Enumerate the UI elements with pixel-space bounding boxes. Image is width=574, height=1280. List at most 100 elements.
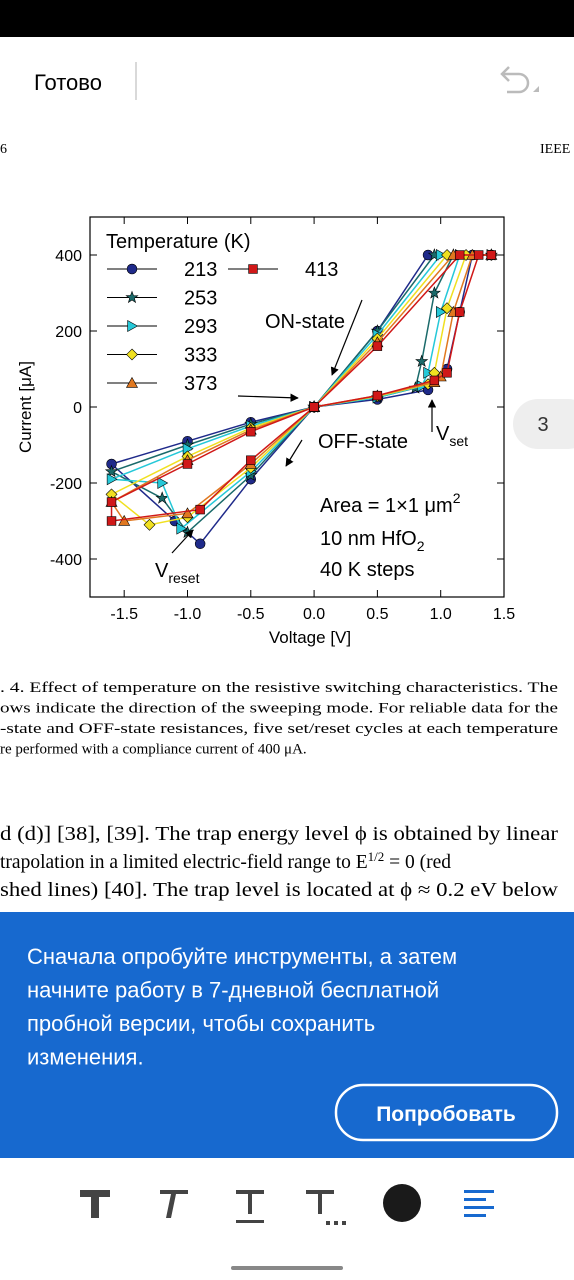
- text-underline-icon[interactable]: [236, 1190, 264, 1223]
- marker: [441, 302, 453, 315]
- done-button[interactable]: Готово: [34, 70, 102, 95]
- page-indicator[interactable]: [513, 399, 574, 449]
- body-line: shed lines) [40]. The trap level is loca…: [0, 880, 558, 901]
- banner-line: пробной версии, чтобы сохранить: [27, 1011, 375, 1036]
- marker: [486, 250, 497, 260]
- y-tick-label: 0: [73, 400, 82, 417]
- banner: [0, 912, 574, 1158]
- marker: [157, 476, 169, 490]
- annotation: ON-state: [265, 311, 345, 333]
- marker: [473, 250, 484, 260]
- marker: [194, 538, 206, 550]
- banner-text: Сначала опробуйте инструменты, а затем на…: [27, 944, 457, 1070]
- y-tick-label: 200: [55, 324, 82, 341]
- legend-label: 253: [184, 288, 217, 310]
- annotation: Vreset: [155, 560, 200, 586]
- legend-label: 213: [184, 259, 217, 281]
- try-button-text: Попробовать: [376, 1103, 516, 1126]
- x-tick-label: 1.0: [430, 606, 452, 623]
- marker: [126, 348, 138, 361]
- marker: [309, 402, 319, 412]
- x-tick-label: 0.0: [303, 606, 325, 623]
- annotation: Area = 1×1 μm2: [320, 490, 461, 517]
- marker: [246, 426, 256, 437]
- y-tick-label: 400: [55, 248, 82, 265]
- x-tick-label: 1.5: [493, 606, 515, 623]
- marker: [106, 473, 118, 486]
- caption-line: . 4. Effect of temperature on the resist…: [0, 680, 558, 696]
- page-indicator-text: 3: [537, 414, 548, 436]
- marker: [104, 464, 119, 478]
- legend-label: 293: [184, 316, 217, 338]
- banner-line: Сначала опробуйте инструменты, а затем: [27, 944, 457, 969]
- marker: [427, 286, 441, 299]
- marker: [106, 497, 117, 507]
- x-tick-label: -1.5: [110, 606, 138, 623]
- arrow: [171, 529, 194, 554]
- marker: [195, 504, 205, 515]
- sup: 2: [453, 490, 461, 506]
- sub: set: [449, 433, 468, 449]
- marker: [182, 459, 193, 469]
- align-icon[interactable]: [464, 1190, 494, 1217]
- marker: [415, 354, 429, 368]
- x-tick-label: 0.5: [366, 606, 388, 623]
- caption-line: -state and OFF-state resistances, five s…: [0, 721, 558, 737]
- try-button[interactable]: [334, 1083, 559, 1142]
- marker: [435, 305, 447, 319]
- caption: . 4. Effect of temperature on the resist…: [0, 680, 558, 758]
- body-text: d (d)] [38], [39]. The trap energy level…: [0, 824, 559, 901]
- y-tick-label: -400: [50, 552, 82, 569]
- caption-line: ows indicate the direction of the sweepi…: [0, 701, 558, 717]
- arrow: [237, 393, 299, 402]
- annotation: 40 K steps: [320, 559, 415, 581]
- caption-line: re performed with a compliance current o…: [0, 742, 307, 758]
- body-line: trapolation in a limited electric-field …: [0, 849, 451, 873]
- marker: [126, 263, 138, 275]
- sup: 1/2: [368, 849, 385, 864]
- text-italic-icon[interactable]: [160, 1190, 188, 1218]
- marker: [143, 518, 156, 531]
- marker: [248, 264, 258, 274]
- series-line: [109, 254, 492, 534]
- text: V: [155, 560, 169, 582]
- text: trapolation in a limited electric-field …: [0, 852, 368, 873]
- status-bar: [0, 0, 574, 37]
- marker: [127, 319, 139, 333]
- body-line: d (d)] [38], [39]. The trap energy level…: [0, 824, 559, 845]
- marker: [181, 507, 194, 519]
- marker: [246, 455, 256, 465]
- marker: [125, 290, 139, 304]
- banner-line: начните работу в 7-дневной бесплатной: [27, 978, 439, 1003]
- marker: [454, 307, 465, 317]
- y-axis-label: Current [μA]: [16, 361, 35, 453]
- undo-icon[interactable]: [500, 66, 539, 94]
- marker: [429, 375, 440, 386]
- text-more-icon[interactable]: [306, 1190, 346, 1225]
- color-icon[interactable]: [383, 1184, 421, 1222]
- sub: reset: [168, 570, 199, 586]
- annotation: 10 nm HfO2: [320, 528, 425, 554]
- toolbar: [80, 1184, 494, 1225]
- annotation: OFF-state: [318, 431, 408, 453]
- text: = 0 (red: [384, 852, 451, 873]
- text: 10 nm HfO: [320, 528, 417, 550]
- marker: [155, 491, 169, 504]
- page-number: 6: [0, 142, 7, 157]
- annotation: Vset: [436, 423, 468, 449]
- legend-label: 333: [184, 345, 217, 367]
- banner-line: изменения.: [27, 1045, 144, 1070]
- legend-label: 413: [305, 259, 338, 281]
- marker: [442, 368, 452, 378]
- text: V: [436, 423, 450, 445]
- x-tick-label: -0.5: [237, 606, 265, 623]
- y-tick-label: -200: [50, 476, 82, 493]
- text-bold-icon[interactable]: [80, 1190, 110, 1218]
- legend-label: 373: [184, 373, 217, 395]
- marker: [106, 516, 117, 526]
- legend-title: Temperature (K): [106, 231, 251, 253]
- marker: [454, 250, 465, 260]
- text: Area = 1×1 μm: [320, 495, 453, 517]
- x-axis-label: Voltage [V]: [269, 628, 351, 647]
